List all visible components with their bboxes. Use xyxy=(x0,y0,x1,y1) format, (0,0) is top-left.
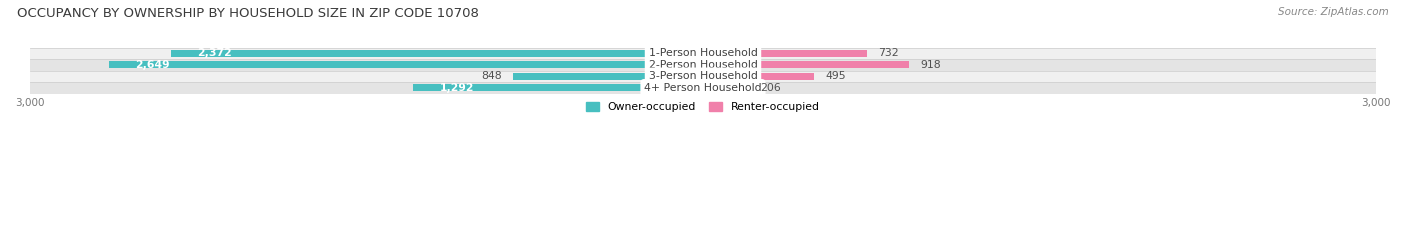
Text: 4+ Person Household: 4+ Person Household xyxy=(644,83,762,93)
Bar xyxy=(30,59,1376,71)
Text: OCCUPANCY BY OWNERSHIP BY HOUSEHOLD SIZE IN ZIP CODE 10708: OCCUPANCY BY OWNERSHIP BY HOUSEHOLD SIZE… xyxy=(17,7,479,20)
Bar xyxy=(703,50,868,57)
Text: 1-Person Household: 1-Person Household xyxy=(648,48,758,58)
Bar xyxy=(513,73,703,80)
Text: 2,649: 2,649 xyxy=(135,60,170,70)
Bar xyxy=(703,73,814,80)
Legend: Owner-occupied, Renter-occupied: Owner-occupied, Renter-occupied xyxy=(582,98,824,116)
Text: Source: ZipAtlas.com: Source: ZipAtlas.com xyxy=(1278,7,1389,17)
Text: 2,372: 2,372 xyxy=(198,48,232,58)
Bar xyxy=(703,84,749,91)
Bar xyxy=(30,48,1376,59)
Text: 732: 732 xyxy=(879,48,898,58)
Text: 848: 848 xyxy=(481,71,502,81)
Bar xyxy=(170,50,703,57)
Text: 918: 918 xyxy=(921,60,941,70)
Text: 1,292: 1,292 xyxy=(440,83,474,93)
Bar xyxy=(108,62,703,68)
Bar xyxy=(703,62,910,68)
Text: 495: 495 xyxy=(825,71,846,81)
Bar xyxy=(413,84,703,91)
Text: 3-Person Household: 3-Person Household xyxy=(648,71,758,81)
Bar xyxy=(30,71,1376,82)
Text: 206: 206 xyxy=(761,83,782,93)
Text: 2-Person Household: 2-Person Household xyxy=(648,60,758,70)
Bar xyxy=(30,82,1376,93)
